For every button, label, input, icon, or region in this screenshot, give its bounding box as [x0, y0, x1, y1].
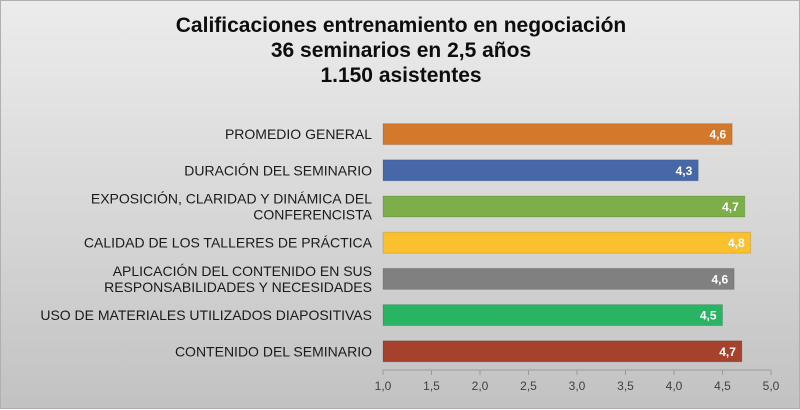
category-label-line: APLICACIÓN DEL CONTENIDO EN SUS — [113, 263, 372, 279]
bar — [382, 267, 735, 290]
x-tick-label: 2,5 — [520, 379, 537, 393]
category-label-line: CONFERENCISTA — [253, 207, 372, 223]
x-tick-label: 4,5 — [714, 379, 731, 393]
x-tick-label: 3,5 — [617, 379, 634, 393]
bar — [382, 340, 743, 363]
category-label-line: USO DE MATERIALES UTILIZADOS DIAPOSITIVA… — [40, 307, 372, 323]
data-label: 4,7 — [722, 200, 739, 214]
data-label: 4,7 — [719, 345, 736, 359]
category-label-line: CONTENIDO DEL SEMINARIO — [175, 343, 372, 359]
category-label-line: RESPONSABILIDADES Y NECESIDADES — [104, 279, 372, 295]
x-tick-label: 3,0 — [569, 379, 586, 393]
chart-title-line-2: 36 seminarios en 2,5 años — [270, 39, 532, 62]
x-tick-label: 5,0 — [763, 379, 780, 393]
x-tick-label: 1,5 — [423, 379, 440, 393]
bar — [382, 195, 746, 218]
category-label-line: EXPOSICIÓN, CLARIDAD Y DINÁMICA DEL — [91, 191, 372, 207]
category-label: PROMEDIO GENERAL — [225, 126, 372, 142]
category-label-line: CALIDAD DE LOS TALLERES DE PRÁCTICA — [84, 235, 373, 251]
data-label: 4,3 — [676, 164, 693, 178]
category-label: CONTENIDO DEL SEMINARIO — [175, 343, 372, 359]
category-label: APLICACIÓN DEL CONTENIDO EN SUS RESPONSAB… — [104, 263, 372, 295]
category-label: CALIDAD DE LOS TALLERES DE PRÁCTICA — [84, 235, 373, 251]
data-label: 4,6 — [710, 128, 727, 142]
bar — [382, 123, 733, 146]
data-label: 4,8 — [728, 236, 745, 250]
category-label-line: DURACIÓN DEL SEMINARIO — [184, 162, 372, 178]
category-label-line: PROMEDIO GENERAL — [225, 126, 372, 142]
x-tick-label: 2,0 — [472, 379, 489, 393]
category-label: DURACIÓN DEL SEMINARIO — [184, 162, 372, 178]
chart-title-line-3: 1.150 asistentes — [320, 64, 482, 87]
category-label: EXPOSICIÓN, CLARIDAD Y DINÁMICA DEL CONFE… — [91, 191, 373, 223]
chart-title-line-1: Calificaciones entrenamiento en negociac… — [175, 14, 627, 37]
x-tick-label: 1,0 — [375, 379, 392, 393]
category-label: USO DE MATERIALES UTILIZADOS DIAPOSITIVA… — [40, 307, 372, 323]
bar — [382, 231, 752, 254]
chart-title: Calificaciones entrenamiento en negociac… — [1, 13, 800, 88]
bar — [382, 159, 699, 182]
data-label: 4,5 — [700, 309, 717, 323]
bar — [382, 304, 723, 327]
data-label: 4,6 — [711, 272, 728, 286]
x-tick-label: 4,0 — [666, 379, 683, 393]
